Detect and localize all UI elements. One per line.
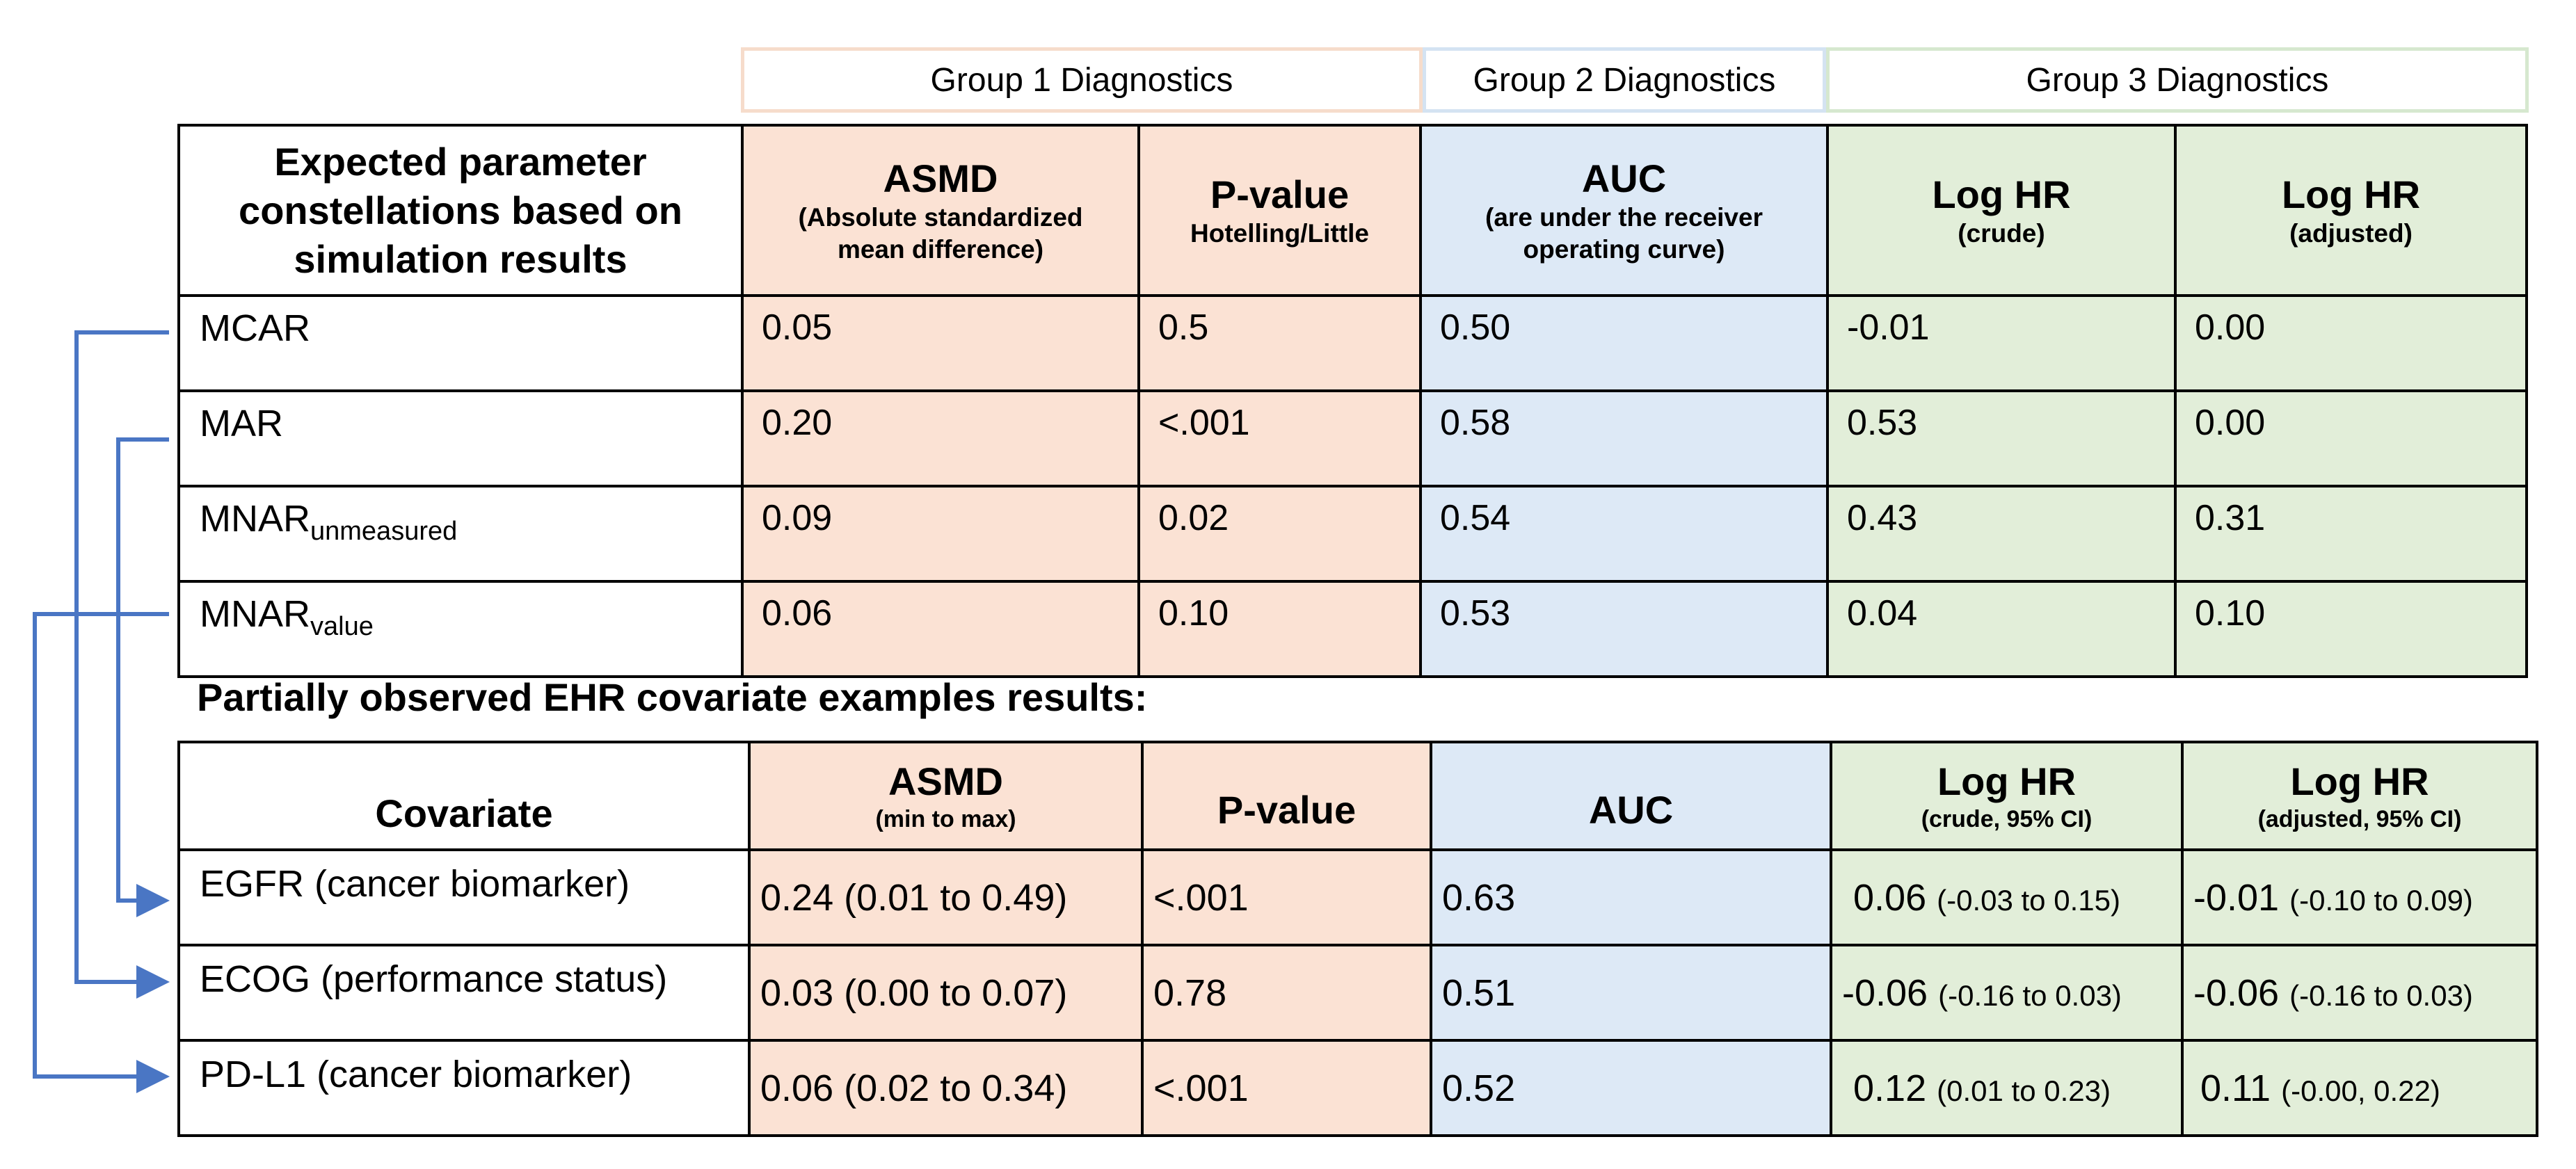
auc-value: 0.52 — [1430, 1039, 1832, 1137]
loghr-crude-header-sub: (crude) — [1958, 218, 2045, 248]
row-label: MNARvalue — [177, 580, 744, 678]
pvalue-value: <.001 — [1137, 389, 1422, 487]
table1-header-row: Expected parameter constellations based … — [177, 124, 2528, 297]
table-row: MAR 0.20 <.001 0.58 0.53 0.00 — [177, 389, 2528, 487]
pvalue-header-sub: Hotelling/Little — [1190, 218, 1369, 248]
loghr-crude-header: Log HR (crude, 95% CI) — [1830, 741, 2184, 851]
loghr-crude-value: 0.43 — [1826, 485, 2177, 583]
loghr-crude-header: Log HR (crude) — [1826, 124, 2177, 297]
row-label: MCAR — [177, 294, 744, 392]
asmd-value: 0.09 — [741, 485, 1140, 583]
asmd-header-sub: (min to max) — [875, 805, 1016, 832]
group-3-header: Group 3 Diagnostics — [1826, 47, 2529, 113]
asmd-header-sub: (Absolute standardized mean difference) — [798, 202, 1083, 264]
loghr-crude-header-main: Log HR — [1932, 172, 2071, 216]
table-row: MNARvalue 0.06 0.10 0.53 0.04 0.10 — [177, 580, 2528, 678]
loghr-adjusted-header-sub: (adjusted, 95% CI) — [2257, 805, 2462, 832]
loghr-adjusted-header: Log HR (adjusted) — [2174, 124, 2528, 297]
loghr-adjusted-header-main: Log HR — [2290, 759, 2429, 803]
loghr-adjusted-value: -0.01 (-0.10 to 0.09) — [2181, 848, 2538, 946]
covariate-label: ECOG (performance status) — [177, 944, 751, 1042]
asmd-header: ASMD (min to max) — [748, 741, 1144, 851]
asmd-value: 0.06 — [741, 580, 1140, 678]
asmd-value: 0.06 (0.02 to 0.34) — [748, 1039, 1144, 1137]
asmd-value: 0.20 — [741, 389, 1140, 487]
pvalue-value: 0.5 — [1137, 294, 1422, 392]
loghr-crude-value: -0.01 — [1826, 294, 2177, 392]
auc-header-main: AUC — [1581, 156, 1667, 200]
loghr-crude-value: 0.53 — [1826, 389, 2177, 487]
loghr-crude-header-sub: (crude, 95% CI) — [1921, 805, 2093, 832]
loghr-crude-value: -0.06 (-0.16 to 0.03) — [1830, 944, 2184, 1042]
auc-value: 0.50 — [1419, 294, 1829, 392]
pvalue-header-main: P-value — [1210, 172, 1350, 216]
pvalue-header: P-value Hotelling/Little — [1137, 124, 1422, 297]
row-title-header: Expected parameter constellations based … — [177, 124, 744, 297]
pvalue-value: 0.10 — [1137, 580, 1422, 678]
row-label: MAR — [177, 389, 744, 487]
asmd-header: ASMD (Absolute standardized mean differe… — [741, 124, 1140, 297]
auc-value: 0.51 — [1430, 944, 1832, 1042]
auc-header: AUC (are under the receiver operating cu… — [1419, 124, 1829, 297]
loghr-adjusted-value: 0.10 — [2174, 580, 2528, 678]
loghr-crude-value: 0.06 (-0.03 to 0.15) — [1830, 848, 2184, 946]
connector-mnar-value-to-pdl1 — [33, 612, 170, 1093]
loghr-adjusted-header-main: Log HR — [2281, 172, 2421, 216]
table-row: MCAR 0.05 0.5 0.50 -0.01 0.00 — [177, 294, 2528, 392]
loghr-crude-header-main: Log HR — [1937, 759, 2077, 803]
loghr-adjusted-header: Log HR (adjusted, 95% CI) — [2181, 741, 2538, 851]
loghr-crude-value: 0.12 (0.01 to 0.23) — [1830, 1039, 2184, 1137]
loghr-adjusted-value: 0.00 — [2174, 389, 2528, 487]
auc-header-sub: (are under the receiver operating curve) — [1485, 202, 1763, 264]
group-2-header: Group 2 Diagnostics — [1423, 47, 1826, 113]
asmd-value: 0.24 (0.01 to 0.49) — [748, 848, 1144, 946]
table-row: ECOG (performance status) 0.03 (0.00 to … — [177, 944, 2538, 1042]
loghr-crude-value: 0.04 — [1826, 580, 2177, 678]
connector-mar-to-egfr — [116, 437, 170, 917]
row-label: MNARunmeasured — [177, 485, 744, 583]
auc-value: 0.63 — [1430, 848, 1832, 946]
loghr-adjusted-value: 0.31 — [2174, 485, 2528, 583]
auc-value: 0.54 — [1419, 485, 1829, 583]
pvalue-value: <.001 — [1141, 848, 1432, 946]
table-row: EGFR (cancer biomarker) 0.24 (0.01 to 0.… — [177, 848, 2538, 946]
loghr-adjusted-value: 0.11 (-0.00, 0.22) — [2181, 1039, 2538, 1137]
table-row: MNARunmeasured 0.09 0.02 0.54 0.43 0.31 — [177, 485, 2528, 583]
auc-value: 0.53 — [1419, 580, 1829, 678]
covariate-results-table: Covariate ASMD (min to max) P-value AUC … — [177, 741, 2538, 1137]
loghr-adjusted-value: 0.00 — [2174, 294, 2528, 392]
section-title: Partially observed EHR covariate example… — [197, 675, 1148, 719]
covariate-label: EGFR (cancer biomarker) — [177, 848, 751, 946]
pvalue-value: 0.02 — [1137, 485, 1422, 583]
asmd-header-main: ASMD — [888, 759, 1003, 803]
pvalue-value: <.001 — [1141, 1039, 1432, 1137]
auc-value: 0.58 — [1419, 389, 1829, 487]
asmd-header-main: ASMD — [883, 156, 998, 200]
table-row: PD-L1 (cancer biomarker) 0.06 (0.02 to 0… — [177, 1039, 2538, 1137]
covariate-header: Covariate — [177, 741, 751, 851]
connector-mcar-to-ecog — [74, 330, 170, 999]
auc-header: AUC — [1430, 741, 1832, 851]
covariate-label: PD-L1 (cancer biomarker) — [177, 1039, 751, 1137]
asmd-value: 0.03 (0.00 to 0.07) — [748, 944, 1144, 1042]
expected-parameters-table: Expected parameter constellations based … — [177, 124, 2528, 678]
pvalue-value: 0.78 — [1141, 944, 1432, 1042]
loghr-adjusted-header-sub: (adjusted) — [2289, 218, 2413, 248]
group-1-header: Group 1 Diagnostics — [741, 47, 1423, 113]
loghr-adjusted-value: -0.06 (-0.16 to 0.03) — [2181, 944, 2538, 1042]
table2-header-row: Covariate ASMD (min to max) P-value AUC … — [177, 741, 2538, 851]
pvalue-header: P-value — [1141, 741, 1432, 851]
asmd-value: 0.05 — [741, 294, 1140, 392]
